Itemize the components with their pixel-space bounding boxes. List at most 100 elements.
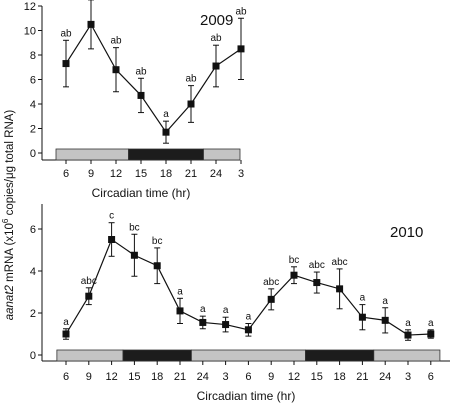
y-tick-label: 12 bbox=[24, 1, 36, 13]
y-axis-label: aanat2 mRNA (x106 copies/μg total RNA) bbox=[1, 110, 16, 321]
x-tick-label: 9 bbox=[86, 371, 92, 383]
x-tick-label: 24 bbox=[210, 168, 222, 180]
dark-phase-bar bbox=[128, 148, 204, 161]
x-tick-label: 6 bbox=[63, 371, 69, 383]
data-point bbox=[222, 321, 230, 329]
light-phase-bar bbox=[373, 349, 441, 362]
x-tick-label: 18 bbox=[160, 168, 172, 180]
x-tick-label: 24 bbox=[379, 371, 391, 383]
x-tick-label: 24 bbox=[197, 371, 209, 383]
y-tick-label: 10 bbox=[24, 26, 36, 38]
data-point bbox=[108, 236, 116, 243]
data-point bbox=[162, 128, 170, 136]
significance-label: abc bbox=[81, 276, 97, 287]
significance-label: c bbox=[109, 211, 114, 222]
data-point bbox=[404, 331, 412, 339]
y-tick-label: 2 bbox=[30, 308, 36, 320]
y-tick-label: 0 bbox=[30, 350, 36, 362]
x-tick-label: 3 bbox=[405, 371, 411, 383]
data-point bbox=[112, 66, 120, 74]
x-tick-label: 6 bbox=[63, 168, 69, 180]
data-point bbox=[153, 262, 161, 270]
light-phase-bar bbox=[56, 349, 124, 362]
x-tick-label: 21 bbox=[185, 168, 197, 180]
data-point bbox=[62, 330, 70, 338]
significance-label: ab bbox=[110, 36, 122, 47]
x-tick-label: 6 bbox=[428, 371, 434, 383]
significance-label: ab bbox=[210, 33, 222, 44]
data-point bbox=[212, 62, 220, 70]
data-point bbox=[187, 100, 195, 108]
data-point bbox=[176, 307, 184, 315]
x-tick-label: 6 bbox=[245, 371, 251, 383]
significance-label: bc bbox=[289, 255, 300, 266]
y-tick-label: 8 bbox=[30, 50, 36, 62]
x-axis-label: Circadian time (hr) bbox=[197, 389, 296, 403]
significance-label: bc bbox=[129, 222, 140, 233]
data-point bbox=[381, 316, 389, 324]
x-tick-label: 12 bbox=[105, 371, 117, 383]
significance-label: a bbox=[177, 286, 183, 297]
data-point bbox=[85, 292, 93, 300]
significance-label: a bbox=[360, 293, 366, 304]
x-tick-label: 3 bbox=[238, 168, 244, 180]
x-tick-label: 9 bbox=[268, 371, 274, 383]
significance-label: bc bbox=[152, 236, 163, 247]
significance-label: abc bbox=[263, 277, 279, 288]
data-point bbox=[130, 251, 138, 259]
x-tick-label: 18 bbox=[333, 371, 345, 383]
significance-label: ab bbox=[235, 6, 247, 17]
x-tick-label: 12 bbox=[288, 371, 300, 383]
significance-label: a bbox=[382, 296, 388, 307]
significance-label: a bbox=[405, 318, 411, 329]
dark-phase-bar bbox=[304, 349, 375, 362]
significance-label: a bbox=[428, 318, 434, 329]
significance-label: ab bbox=[135, 66, 147, 77]
x-tick-label: 15 bbox=[128, 371, 140, 383]
data-point bbox=[267, 295, 275, 303]
x-tick-label: 12 bbox=[110, 168, 122, 180]
x-axis-label: Circadian time (hr) bbox=[92, 186, 191, 200]
data-point bbox=[336, 285, 344, 293]
y-tick-label: 4 bbox=[30, 99, 36, 111]
data-point bbox=[244, 326, 252, 334]
y-tick-label: 0 bbox=[30, 148, 36, 160]
significance-label: ab bbox=[185, 74, 197, 85]
significance-label: a bbox=[223, 305, 229, 316]
data-point bbox=[199, 318, 207, 326]
data-point bbox=[290, 271, 298, 279]
series-line bbox=[65, 23, 242, 134]
x-tick-label: 21 bbox=[174, 371, 186, 383]
y-tick-label: 6 bbox=[30, 224, 36, 236]
panel-year-label: 2009 bbox=[200, 12, 233, 29]
data-point bbox=[313, 279, 321, 287]
significance-label: a bbox=[200, 304, 206, 315]
data-point bbox=[62, 60, 70, 68]
significance-label: abc bbox=[332, 257, 348, 268]
x-tick-label: 21 bbox=[356, 371, 368, 383]
x-tick-label: 9 bbox=[88, 168, 94, 180]
data-point bbox=[427, 330, 435, 338]
significance-label: a bbox=[163, 109, 169, 120]
x-tick-label: 18 bbox=[151, 371, 163, 383]
significance-label: a bbox=[63, 317, 69, 328]
light-phase-bar bbox=[203, 148, 241, 161]
light-phase-bar bbox=[190, 349, 306, 362]
data-point bbox=[87, 20, 95, 28]
data-point bbox=[358, 313, 366, 321]
dark-phase-bar bbox=[122, 349, 192, 362]
y-tick-label: 4 bbox=[30, 266, 36, 278]
data-point bbox=[137, 91, 145, 99]
x-tick-label: 3 bbox=[223, 371, 229, 383]
light-phase-bar bbox=[55, 148, 129, 161]
significance-label: a bbox=[246, 312, 252, 323]
x-tick-label: 15 bbox=[311, 371, 323, 383]
data-point bbox=[237, 45, 245, 53]
significance-label: ab bbox=[60, 28, 72, 39]
significance-label: abc bbox=[309, 260, 325, 271]
y-tick-label: 6 bbox=[30, 75, 36, 87]
x-tick-label: 15 bbox=[135, 168, 147, 180]
